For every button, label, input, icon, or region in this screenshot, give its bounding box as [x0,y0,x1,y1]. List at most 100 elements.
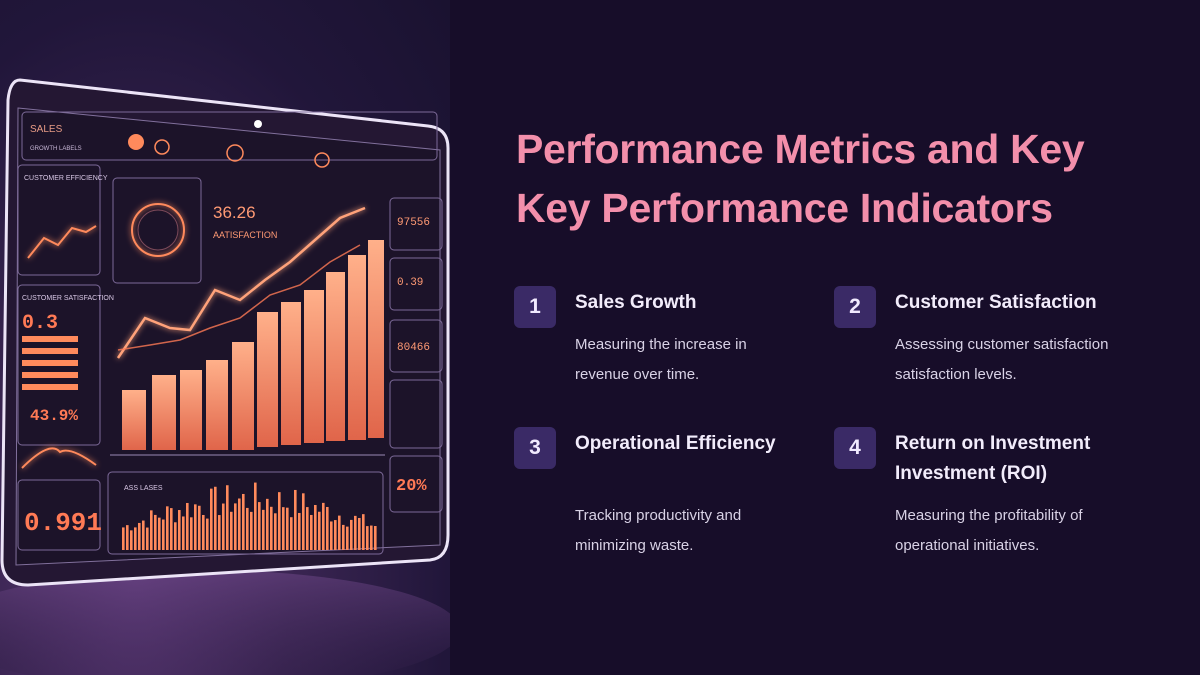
histogram-bar [198,505,201,550]
histogram-bar [182,516,185,550]
right-value-2: 0.39 [397,277,423,289]
histogram-bar [266,498,269,550]
kpi-desc-line-2: operational initiatives. [895,537,1040,554]
panel-histogram [107,471,384,555]
histogram-bar [270,506,273,550]
histogram-bar [218,515,221,550]
top-bar [21,111,438,161]
histogram-bar [122,527,125,550]
histogram-bar [154,514,157,550]
histogram-label: ASS LASES [124,485,163,492]
mini-wave [21,447,97,469]
kpi-desc-line-1: Assessing customer satisfaction [895,336,1109,353]
left-bar-1 [22,336,78,342]
histogram-bar [174,522,177,550]
histogram-bar [142,520,145,550]
histogram-bar [258,502,261,550]
top-icon-4 [314,152,330,168]
histogram-bar [166,506,169,550]
histogram-bar [362,514,365,550]
bottom-value: 0.991 [24,508,102,538]
kpi-title: Sales Growth [575,292,697,313]
number-badge: 1 [514,286,556,328]
left-bar-4 [22,372,78,378]
camera-dot [254,120,262,128]
histogram-bar [294,489,297,550]
kpi-desc-line-1: Measuring the profitability of [895,507,1083,524]
histogram-bar [254,482,257,550]
histogram-bar [306,507,309,550]
kpi-desc-line-1: Tracking productivity and [575,507,742,524]
panel-bottom-value [17,479,101,551]
gauge-inner [137,209,179,251]
histogram-bar [286,507,289,550]
content-area: Performance Metrics and Key Key Performa… [450,0,1200,675]
slide-title: Performance Metrics and Key Key Performa… [516,120,1156,238]
gauge-ring [131,203,185,257]
right-value-3: 80466 [397,342,430,354]
title-line-2: Key Performance Indicators [516,185,1053,231]
kpi-desc-line-2: revenue over time. [575,366,700,383]
kpi-desc-line-1: Measuring the increase in [575,336,747,353]
histogram-bar [314,504,317,550]
kpi-title-line-2: Investment (ROI) [895,463,1048,484]
main-value: 36.26 [213,203,256,222]
histogram-bar [134,527,137,550]
kpi-title-line-1: Return on Investment [895,433,1091,454]
histogram-bar [302,493,305,550]
histogram-bars [122,482,377,550]
main-label: AATISFACTION [213,230,277,240]
histogram-bar [246,507,249,550]
histogram-bar [138,522,141,550]
histogram-bar [370,525,373,550]
histogram-bar [170,508,173,550]
histogram-bar [350,519,353,550]
panel-customer-efficiency [17,164,101,276]
histogram-bar [278,492,281,550]
top-icon-2 [154,139,170,155]
kpi-title: Return on Investment Investment (ROI) [895,429,1135,489]
left-pct: 43.9% [30,407,78,425]
kpi-desc-line-2: minimizing waste. [575,537,694,554]
panel-gauge [112,177,202,284]
histogram-bar [374,526,377,550]
panel-right-3 [389,319,443,373]
main-bar-chart [122,240,384,450]
histogram-bar [326,506,329,550]
panel-right-4 [389,379,443,449]
histogram-bar [298,512,301,550]
histogram-bar [366,526,369,550]
histogram-bar [354,515,357,550]
histogram-bar [262,509,265,550]
top-icon-1 [128,134,144,150]
sales-label: SALES [30,124,63,135]
left-bar-3 [22,360,78,366]
histogram-bar [274,513,277,550]
histogram-bar [242,493,245,550]
customer-efficiency-label: CUSTOMER EFFICIENCY [24,175,108,182]
histogram-bar [158,517,161,550]
mini-line-chart [27,225,97,259]
histogram-bar [342,524,345,550]
panel-right-2 [389,257,443,311]
trend-line-2 [117,244,361,351]
histogram-bar [238,498,241,550]
left-bar-5 [22,384,78,390]
histogram-bar [346,526,349,550]
top-icon-3 [226,144,244,162]
number-badge: 3 [514,427,556,469]
histogram-bar [322,502,325,550]
histogram-bar [162,519,165,550]
histogram-bar [290,517,293,550]
dashboard-tablet-graphic: SALES GROWTH LABELS CUSTOMER EFFICIENCY … [0,78,450,675]
histogram-bar [358,517,361,550]
histogram-bar [318,511,321,550]
customer-satisfaction-label: CUSTOMER SATISFACTION [22,295,114,302]
right-value-1: 97556 [397,217,430,229]
histogram-bar [222,503,225,550]
histogram-bar [126,525,129,550]
histogram-bar [282,507,285,550]
histogram-bar [130,530,133,550]
number-badge: 4 [834,427,876,469]
